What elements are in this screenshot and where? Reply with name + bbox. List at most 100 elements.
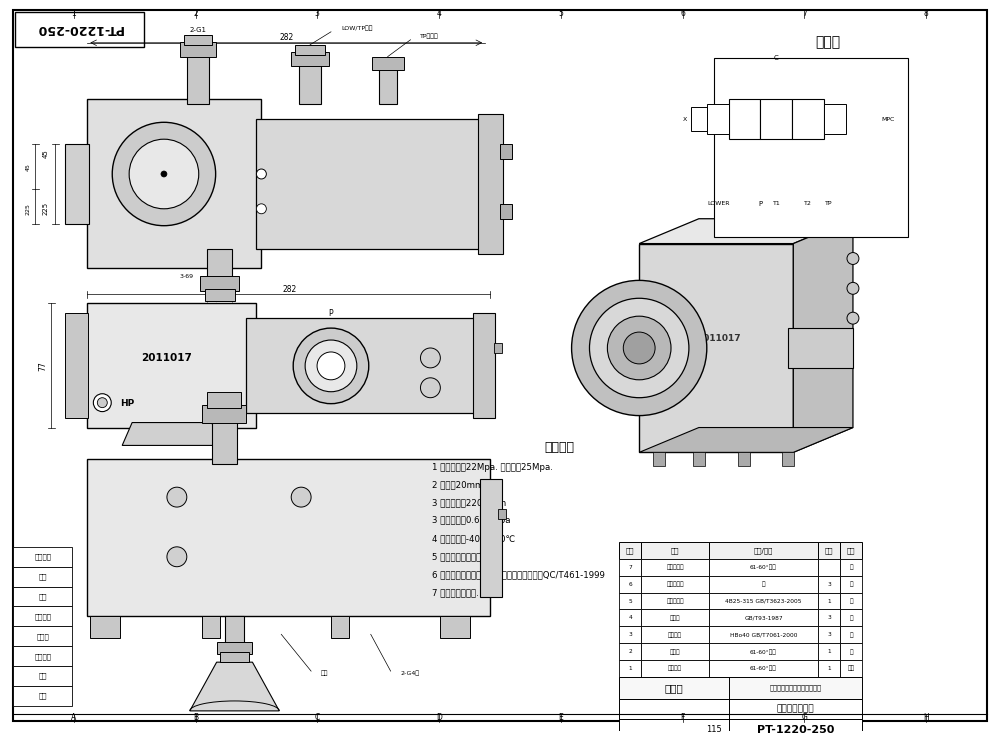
- Text: X: X: [683, 117, 687, 122]
- Bar: [818, 592, 840, 609]
- Text: D: D: [436, 714, 442, 723]
- Bar: [840, 609, 862, 626]
- Bar: [840, 660, 862, 677]
- Circle shape: [291, 487, 311, 507]
- Text: 阔步圈: 阔步圈: [670, 615, 680, 621]
- Text: B: B: [193, 714, 198, 723]
- Bar: [641, 626, 709, 643]
- Polygon shape: [793, 219, 853, 452]
- Bar: [714, 57, 908, 237]
- Bar: [641, 559, 709, 576]
- Circle shape: [112, 122, 216, 226]
- Text: 1: 1: [71, 10, 76, 18]
- Polygon shape: [190, 662, 279, 711]
- Text: 规格/型号: 规格/型号: [754, 547, 773, 553]
- Text: 225: 225: [43, 202, 49, 215]
- Text: 3-69: 3-69: [180, 274, 194, 279]
- Bar: [824, 104, 846, 135]
- Bar: [90, 617, 120, 638]
- Text: TP: TP: [825, 201, 833, 207]
- Text: 3: 3: [628, 632, 632, 637]
- Text: 连接块: 连接块: [670, 649, 680, 655]
- Bar: [15, 12, 144, 47]
- Text: PT-1220-250: PT-1220-250: [36, 22, 123, 35]
- Text: 50: 50: [180, 151, 189, 157]
- Text: 设计: 设计: [38, 573, 47, 580]
- Text: 61-60°单头: 61-60°单头: [750, 564, 777, 570]
- Text: 4 工作温度：-40~+80℃: 4 工作温度：-40~+80℃: [432, 534, 516, 543]
- Text: 1 额定压力：22Mpa. 漏液压力25Mpa.: 1 额定压力：22Mpa. 漏液压力25Mpa.: [432, 463, 553, 472]
- Circle shape: [847, 282, 859, 294]
- Bar: [840, 542, 862, 559]
- Text: 2: 2: [628, 649, 632, 654]
- Text: 备注: 备注: [847, 547, 855, 553]
- Text: 阀体组件: 阀体组件: [668, 666, 682, 672]
- Bar: [788, 328, 853, 368]
- Bar: [200, 276, 239, 291]
- Bar: [220, 652, 249, 662]
- Bar: [639, 243, 793, 452]
- Circle shape: [589, 298, 689, 398]
- Text: 气缸计数器: 气缸计数器: [666, 564, 684, 570]
- Text: 5 工作介质：抗磨液压油: 5 工作介质：抗磨液压油: [432, 552, 492, 562]
- Bar: [709, 609, 818, 626]
- Circle shape: [420, 348, 440, 368]
- Polygon shape: [122, 423, 222, 445]
- Bar: [619, 542, 641, 559]
- Text: 名称: 名称: [671, 547, 679, 553]
- Text: 7 标志：激光打印.: 7 标志：激光打印.: [432, 588, 479, 597]
- Bar: [782, 452, 794, 466]
- Circle shape: [167, 487, 187, 507]
- Bar: [709, 559, 818, 576]
- Bar: [818, 626, 840, 643]
- Text: 1: 1: [827, 666, 831, 671]
- Text: LOW/TP气口: LOW/TP气口: [341, 25, 372, 31]
- Bar: [65, 144, 89, 223]
- Circle shape: [93, 394, 111, 412]
- Text: HP: HP: [120, 399, 134, 408]
- Circle shape: [623, 332, 655, 364]
- Text: T1: T1: [773, 201, 780, 207]
- Bar: [500, 144, 512, 159]
- Text: 61-60°单头: 61-60°单头: [750, 649, 777, 655]
- Text: 件: 件: [849, 649, 853, 655]
- Text: 件: 件: [849, 632, 853, 638]
- Text: 大内角贺: 大内角贺: [668, 632, 682, 638]
- Text: 件号: 件号: [626, 547, 634, 553]
- Bar: [641, 643, 709, 660]
- Text: 5: 5: [558, 10, 563, 18]
- Bar: [87, 459, 490, 617]
- Text: 组: 组: [762, 581, 765, 587]
- Bar: [738, 452, 750, 466]
- Bar: [299, 60, 321, 104]
- Bar: [641, 592, 709, 609]
- Text: 60°: 60°: [228, 700, 241, 706]
- Bar: [641, 542, 709, 559]
- Bar: [760, 99, 792, 139]
- Text: TP测压口: TP测压口: [420, 33, 439, 39]
- Circle shape: [420, 378, 440, 398]
- Bar: [480, 479, 502, 597]
- Text: 3: 3: [827, 632, 831, 637]
- Text: 2: 2: [193, 10, 198, 18]
- Bar: [840, 626, 862, 643]
- Text: 282: 282: [279, 33, 293, 43]
- Text: 2011017: 2011017: [141, 353, 192, 363]
- Text: PT-1220-250: PT-1220-250: [757, 725, 834, 735]
- Text: C: C: [774, 54, 779, 61]
- Circle shape: [572, 280, 707, 415]
- Bar: [840, 643, 862, 660]
- Bar: [709, 542, 818, 559]
- Text: 4B25-315 GB/T3623-2005: 4B25-315 GB/T3623-2005: [725, 598, 802, 603]
- Text: 内弧: 内弧: [268, 323, 275, 329]
- Polygon shape: [639, 219, 853, 243]
- Bar: [498, 509, 506, 519]
- Circle shape: [293, 328, 369, 404]
- Text: 7: 7: [628, 564, 632, 570]
- Text: 77: 77: [38, 361, 47, 370]
- Text: T2: T2: [804, 201, 812, 207]
- Bar: [709, 643, 818, 660]
- Text: 件: 件: [849, 615, 853, 621]
- Text: F: F: [681, 714, 685, 723]
- Bar: [619, 699, 862, 719]
